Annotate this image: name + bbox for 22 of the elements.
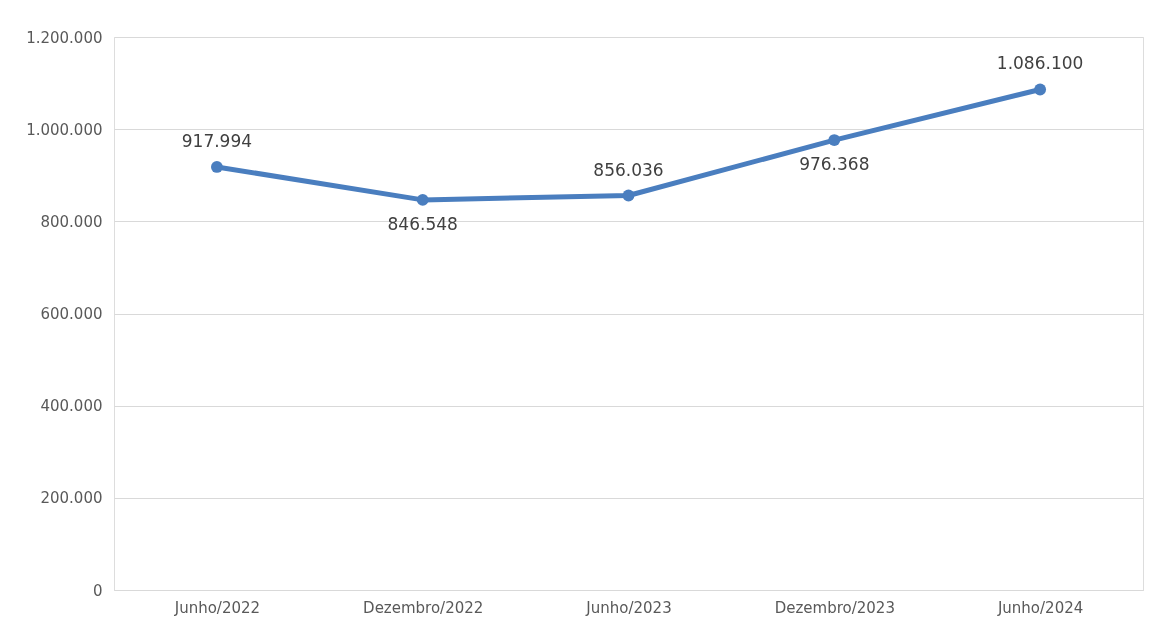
y-tick-label: 400.000 (40, 397, 103, 416)
data-label: 976.368 (799, 154, 870, 175)
y-tick-label: 200.000 (40, 489, 103, 508)
x-tick-label: Dezembro/2022 (363, 598, 484, 617)
x-tick-label: Junho/2024 (996, 598, 1084, 617)
y-tick-label: 800.000 (40, 212, 103, 231)
y-tick-label: 1.200.000 (26, 28, 103, 47)
data-label: 917.994 (181, 130, 253, 151)
data-label: 1.086.100 (996, 53, 1084, 74)
point (210, 161, 223, 173)
data-label: 846.548 (387, 213, 458, 234)
y-tick-label: 600.000 (40, 305, 103, 323)
x-tick-label: Dezembro/2023 (774, 598, 895, 617)
point (828, 134, 841, 146)
y-tick-label: 0 (92, 581, 103, 600)
x-tick-label: Junho/2023 (585, 598, 672, 617)
point (416, 193, 429, 206)
x-tick-label: Junho/2022 (173, 598, 261, 617)
point (1034, 83, 1047, 96)
y-tick-label: 1.000.000 (26, 120, 103, 139)
point (622, 189, 635, 202)
data-label: 856.036 (593, 159, 664, 180)
